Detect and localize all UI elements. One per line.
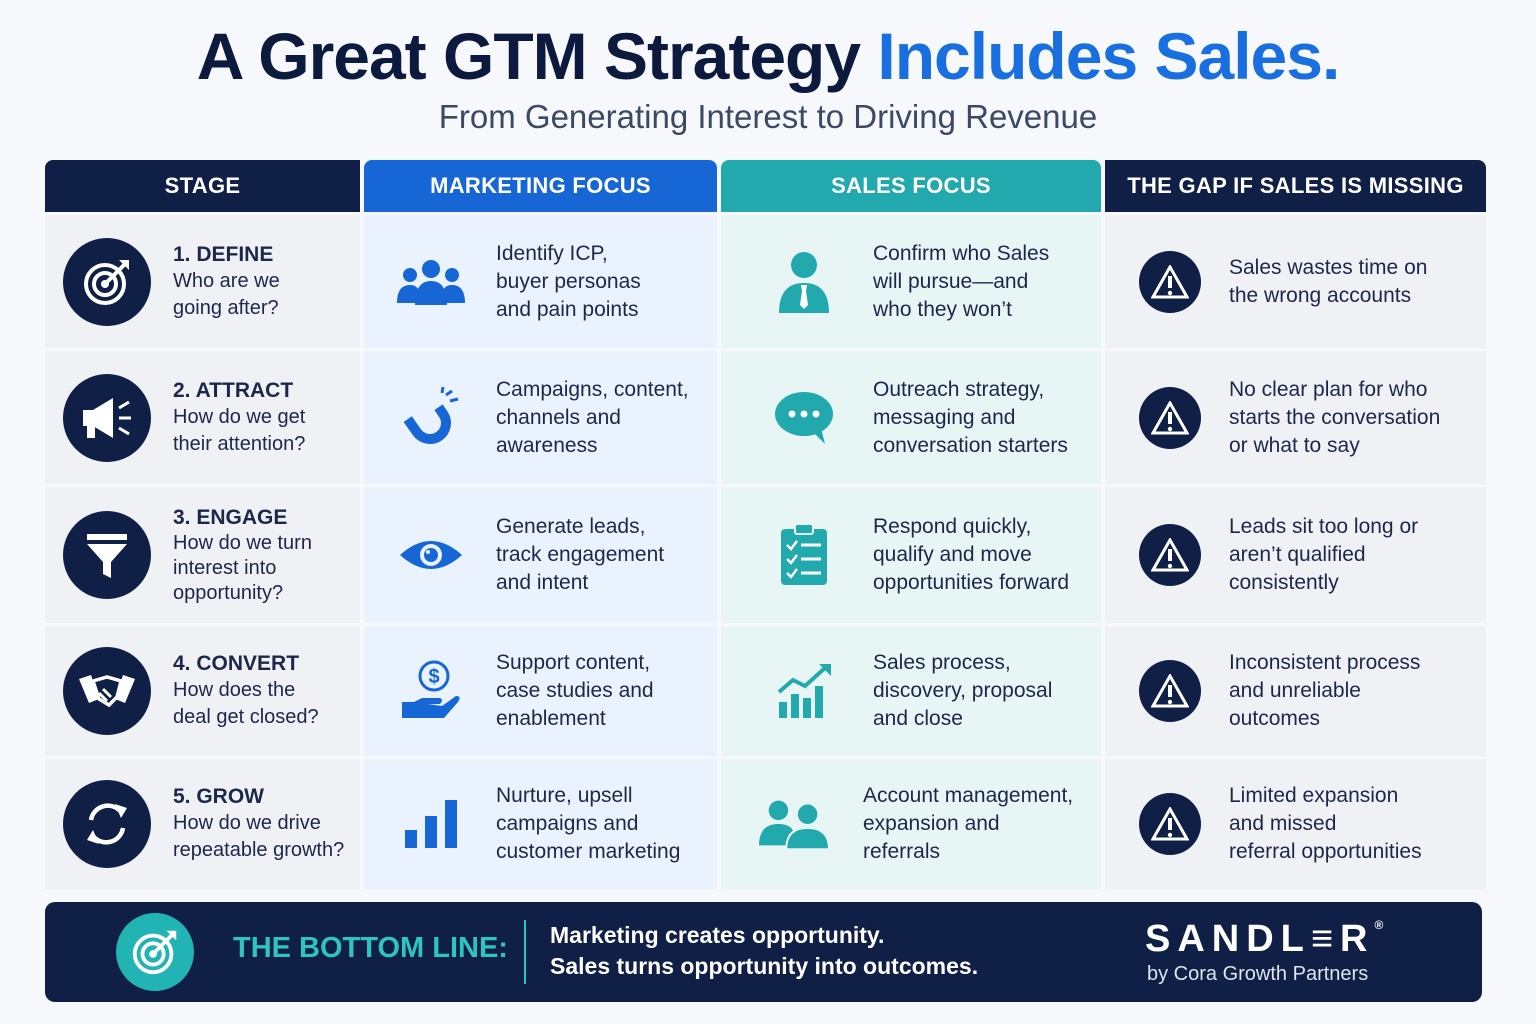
sales-cell-convert: Sales process, discovery, proposal and c… (721, 626, 1101, 756)
marketing-cell-define: Identify ICP, buyer personas and pain po… (364, 215, 717, 348)
bar-chart-icon (396, 789, 466, 859)
divider (524, 920, 526, 984)
stage-name: 2. ATTRACT (173, 378, 294, 402)
salesperson-icon (769, 247, 839, 317)
sales-text: Outreach strategy, messaging and convers… (873, 377, 1068, 457)
stage-question: How do we drive repeatable growth? (173, 812, 345, 861)
brand-name: SANDL≡R (1145, 918, 1375, 960)
svg-text:$: $ (428, 666, 439, 688)
stage-name: 5. GROW (173, 785, 265, 808)
stage-cell-engage: 3. ENGAGE How do we turn interest into o… (45, 487, 360, 623)
gtm-table: STAGE MARKETING FOCUS SALES FOCUS THE GA… (45, 160, 1486, 889)
eye-icon (396, 520, 466, 590)
registered-mark: ® (1374, 918, 1384, 932)
gap-cell-define: Sales wastes time on the wrong accounts (1105, 215, 1486, 348)
growth-chart-icon (769, 656, 839, 726)
gap-cell-convert: Inconsistent process and unreliable outc… (1105, 626, 1486, 756)
sales-text: Account management, expansion and referr… (863, 784, 1074, 863)
bottom-line-banner: THE BOTTOM LINE: Marketing creates oppor… (45, 902, 1482, 1002)
brand-logo: SANDL≡R® (1145, 918, 1383, 961)
title-accent: Includes Sales. (877, 19, 1340, 93)
chat-bubble-icon (769, 383, 839, 453)
header-stage: STAGE (45, 160, 360, 212)
stage-cell-define: 1. DEFINE Who are we going after? (45, 215, 360, 348)
stage-question: How do we turn interest into opportunity… (173, 531, 312, 604)
stage-name: 4. CONVERT (173, 652, 300, 675)
sales-cell-define: Confirm who Sales will pursue—and who th… (721, 215, 1101, 348)
magnet-icon (396, 383, 466, 453)
warning-icon (1139, 660, 1201, 722)
sales-cell-attract: Outreach strategy, messaging and convers… (721, 351, 1101, 484)
gap-text: No clear plan for who starts the convers… (1229, 377, 1441, 457)
funnel-icon (63, 511, 151, 599)
gap-text: Leads sit too long or aren’t qualified c… (1229, 515, 1419, 594)
target-icon (116, 913, 194, 991)
marketing-text: Nurture, upsell campaigns and customer m… (496, 784, 681, 863)
gap-cell-engage: Leads sit too long or aren’t qualified c… (1105, 487, 1486, 623)
stage-cell-grow: 5. GROW How do we drive repeatable growt… (45, 759, 360, 889)
stage-question: Who are we going after? (173, 269, 280, 319)
bottom-line-1: Marketing creates opportunity. (550, 922, 885, 948)
stage-name: 3. ENGAGE (173, 505, 288, 529)
sales-cell-engage: Respond quickly, qualify and move opport… (721, 487, 1101, 623)
header-gap: THE GAP IF SALES IS MISSING (1105, 160, 1486, 212)
sales-cell-grow: Account management, expansion and referr… (721, 759, 1101, 889)
marketing-text: Campaigns, content, channels and awarene… (496, 377, 689, 457)
people-group-icon (396, 247, 466, 317)
sales-text: Respond quickly, qualify and move opport… (873, 515, 1070, 594)
header-marketing-focus: MARKETING FOCUS (364, 160, 717, 212)
marketing-cell-engage: Generate leads, track engagement and int… (364, 487, 717, 623)
bottom-line-label: THE BOTTOM LINE: (233, 932, 508, 964)
gap-text: Sales wastes time on the wrong accounts (1229, 255, 1428, 307)
marketing-cell-grow: Nurture, upsell campaigns and customer m… (364, 759, 717, 889)
gap-text: Limited expansion and missed referral op… (1229, 784, 1422, 863)
refresh-cycle-icon (63, 780, 151, 868)
handshake-icon (63, 647, 151, 735)
sales-text: Sales process, discovery, proposal and c… (873, 651, 1053, 730)
brand-subtitle: by Cora Growth Partners (1147, 963, 1369, 985)
warning-icon (1139, 250, 1201, 313)
stage-cell-convert: 4. CONVERT How does the deal get closed? (45, 626, 360, 756)
gap-cell-attract: No clear plan for who starts the convers… (1105, 351, 1486, 484)
header-sales-focus: SALES FOCUS (721, 160, 1101, 212)
target-icon (63, 237, 151, 326)
gap-text: Inconsistent process and unreliable outc… (1229, 651, 1421, 730)
marketing-cell-attract: Campaigns, content, channels and awarene… (364, 351, 717, 484)
account-people-icon (759, 789, 829, 859)
stage-question: How does the deal get closed? (173, 679, 319, 728)
bottom-line-message: Marketing creates opportunity. Sales tur… (550, 920, 978, 982)
clipboard-checklist-icon (769, 520, 839, 590)
title-main: A Great GTM Strategy (196, 19, 861, 93)
marketing-text: Support content, case studies and enable… (496, 651, 654, 730)
warning-icon (1139, 793, 1201, 855)
marketing-text: Identify ICP, buyer personas and pain po… (496, 241, 641, 321)
marketing-text: Generate leads, track engagement and int… (496, 515, 665, 594)
warning-icon (1139, 524, 1201, 586)
stage-question: How do we get their attention? (173, 405, 306, 455)
bottom-line-2: Sales turns opportunity into outcomes. (550, 953, 979, 979)
marketing-cell-convert: $ Support content, case studies and enab… (364, 626, 717, 756)
stage-name: 1. DEFINE (173, 242, 274, 266)
warning-icon (1139, 386, 1201, 449)
megaphone-icon (63, 373, 151, 462)
page-subtitle: From Generating Interest to Driving Reve… (438, 98, 1098, 135)
gap-cell-grow: Limited expansion and missed referral op… (1105, 759, 1486, 889)
stage-cell-attract: 2. ATTRACT How do we get their attention… (45, 351, 360, 484)
page-title: A Great GTM Strategy Includes Sales. (0, 18, 1536, 94)
money-hand-icon: $ (396, 656, 466, 726)
sales-text: Confirm who Sales will pursue—and who th… (873, 241, 1050, 321)
